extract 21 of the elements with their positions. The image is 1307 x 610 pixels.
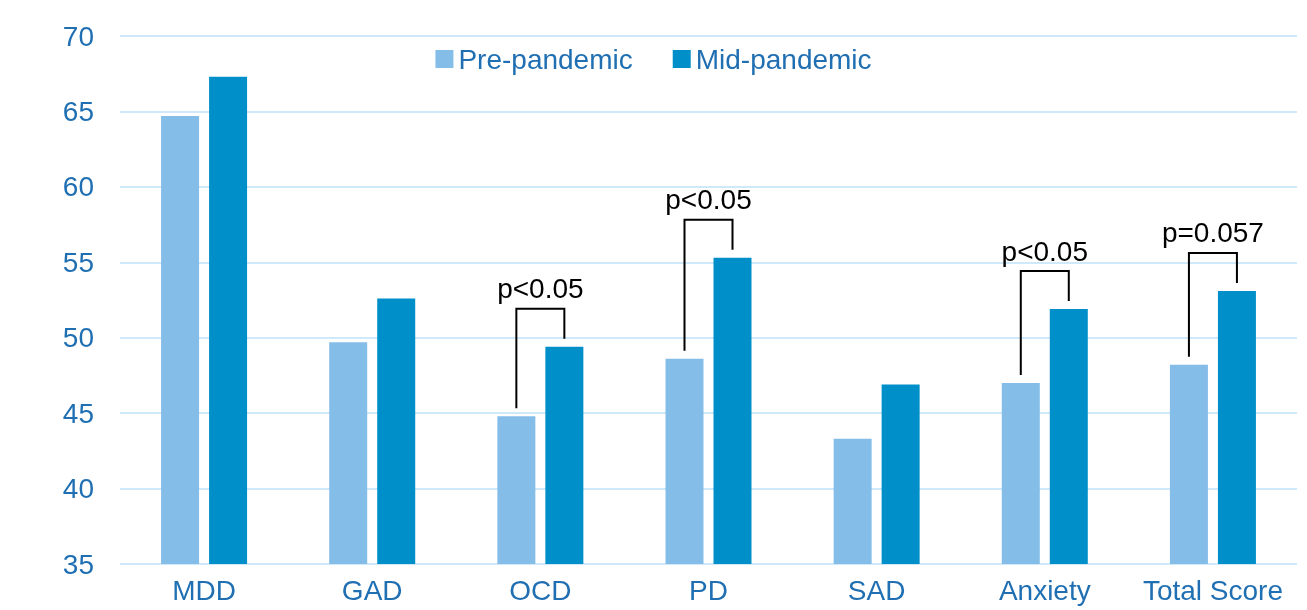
y-tick-label: 40: [62, 473, 94, 505]
y-tick-label: 45: [62, 397, 94, 429]
legend-label: Mid-pandemic: [695, 43, 872, 75]
x-tick-label: SAD: [847, 574, 906, 606]
annotation: p<0.05: [665, 184, 752, 216]
annotation: p<0.05: [497, 273, 584, 305]
annotation: p<0.05: [1001, 235, 1088, 267]
y-tick-label: 60: [62, 171, 94, 203]
annotation: p=0.057: [1161, 217, 1264, 249]
x-tick-label: OCD: [509, 574, 572, 606]
x-tick-label: MDD: [172, 574, 236, 606]
y-tick-label: 70: [62, 20, 94, 52]
legend-label: Pre-pandemic: [458, 43, 633, 75]
y-tick-label: 50: [62, 322, 94, 354]
y-tick-label: 35: [62, 548, 94, 580]
x-tick-label: Total Score: [1142, 574, 1283, 606]
x-tick-label: Anxiety: [998, 574, 1091, 606]
x-tick-label: GAD: [341, 574, 403, 606]
y-tick-label: 55: [62, 246, 94, 278]
x-tick-label: PD: [689, 574, 728, 606]
y-tick-label: 65: [62, 95, 94, 127]
